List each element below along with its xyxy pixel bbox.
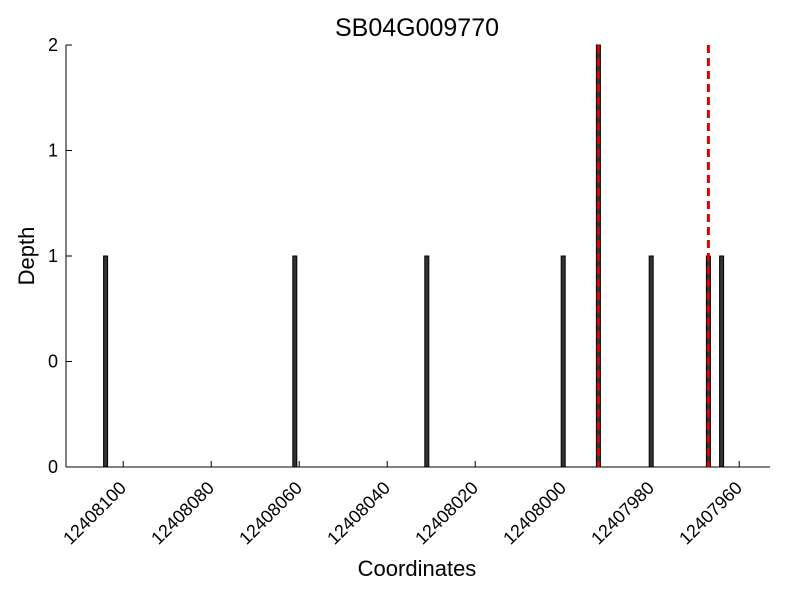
x-tick-label: 12408080 (147, 478, 218, 549)
chart-title: SB04G009770 (335, 14, 499, 42)
x-tick-label: 12407960 (675, 478, 746, 549)
y-axis-label: Depth (14, 227, 39, 286)
x-tick-label: 12407980 (587, 478, 658, 549)
x-tick-label: 12408060 (235, 478, 306, 549)
y-tick-label: 1 (48, 246, 58, 266)
bar (560, 255, 566, 468)
bar (648, 255, 654, 468)
x-tick-label: 12408020 (411, 478, 482, 549)
x-axis-label: Coordinates (358, 556, 477, 581)
x-tick-label: 12408100 (59, 478, 130, 549)
bar (103, 255, 109, 468)
bar (292, 255, 298, 468)
bar (424, 255, 430, 468)
bar (719, 255, 725, 468)
x-tick-label: 12408000 (499, 478, 570, 549)
y-tick-label: 0 (48, 352, 58, 372)
x-tick-label: 12408040 (323, 478, 394, 549)
y-tick-label: 2 (48, 35, 58, 55)
y-tick-label: 0 (48, 457, 58, 477)
y-tick-label: 1 (48, 141, 58, 161)
